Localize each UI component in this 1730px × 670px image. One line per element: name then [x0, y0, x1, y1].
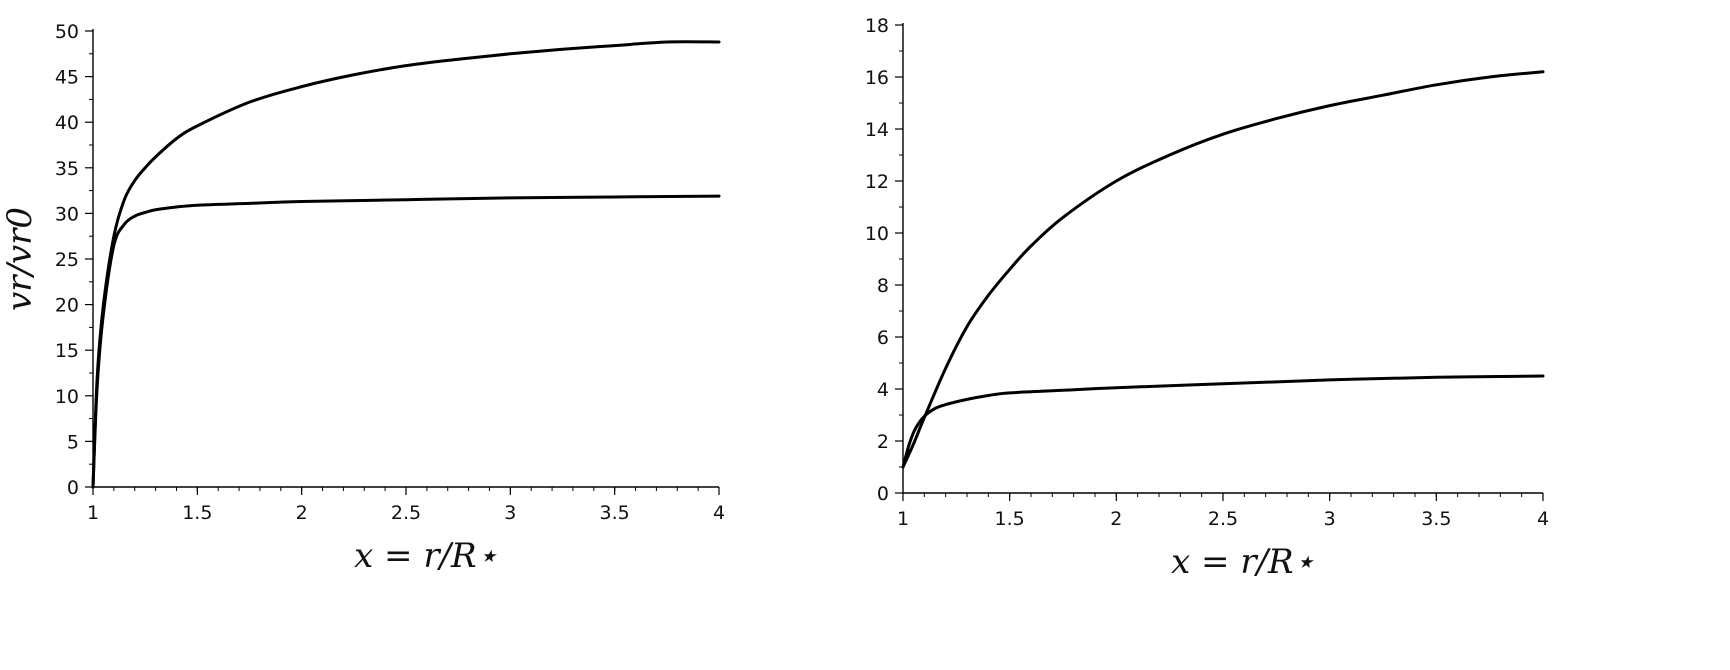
right-y-tick-label: 4 [877, 379, 889, 401]
right-x-axis-title: x = r/R⋆ [1171, 542, 1315, 582]
right-series-1-line [901, 70, 1545, 469]
right-x-tick-label: 2.5 [1208, 508, 1238, 530]
right-y-tick-label: 18 [865, 15, 889, 37]
right-y-tick-label: 14 [865, 119, 889, 141]
left-x-tick-label: 2.5 [391, 502, 421, 524]
left-y-tick-label: 10 [55, 386, 79, 408]
left-x-tick-label: 1.5 [182, 502, 212, 524]
right-series-2-line [901, 374, 1545, 469]
right-x-tick-label: 1 [897, 508, 909, 530]
left-x-tick-label: 3.5 [600, 502, 630, 524]
left-series-2-line [91, 194, 721, 489]
right-x-tick-label: 4 [1537, 508, 1549, 530]
left-y-tick-label: 20 [55, 295, 79, 317]
left-y-axis-title: vr/vr0 [0, 207, 40, 311]
right-y-tick-label: 16 [865, 67, 889, 89]
right-y-tick-label: 8 [877, 275, 889, 297]
right-x-tick-label: 3.5 [1421, 508, 1451, 530]
left-x-axis-title: x = r/R⋆ [354, 536, 498, 576]
left-x-tick-label: 2 [296, 502, 308, 524]
right-x-tick-label: 1.5 [995, 508, 1025, 530]
left-y-tick-label: 15 [55, 340, 79, 362]
left-y-tick-label: 35 [55, 158, 79, 180]
left-y-tick-label: 0 [67, 477, 79, 499]
right-y-tick-label: 2 [877, 431, 889, 453]
left-y-tick-label: 50 [55, 21, 79, 43]
right-x-tick-label: 3 [1324, 508, 1336, 530]
left-y-tick-label: 25 [55, 249, 79, 271]
left-x-tick-label: 4 [713, 502, 725, 524]
right-y-tick-label: 12 [865, 171, 889, 193]
left-x-tick-label: 3 [504, 502, 516, 524]
right-x-tick-label: 2 [1110, 508, 1122, 530]
left-series-1-line [91, 40, 721, 489]
chart-left: 1 1.5 2 2.5 3 3.5 4 0 5 10 15 20 25 30 35 40 45 50 x = r/R… [0, 0, 865, 666]
left-y-tick-label: 30 [55, 203, 79, 225]
right-y-tick-label: 10 [865, 223, 889, 245]
right-y-tick-label: 0 [877, 483, 889, 505]
left-y-axis-title-text: vr/vr0 [0, 207, 40, 311]
left-y-tick-label: 45 [55, 67, 79, 89]
left-x-tick-label: 1 [87, 502, 99, 524]
left-y-tick-label: 5 [67, 431, 79, 453]
right-y-tick-label: 6 [877, 327, 889, 349]
left-y-tick-label: 40 [55, 112, 79, 134]
